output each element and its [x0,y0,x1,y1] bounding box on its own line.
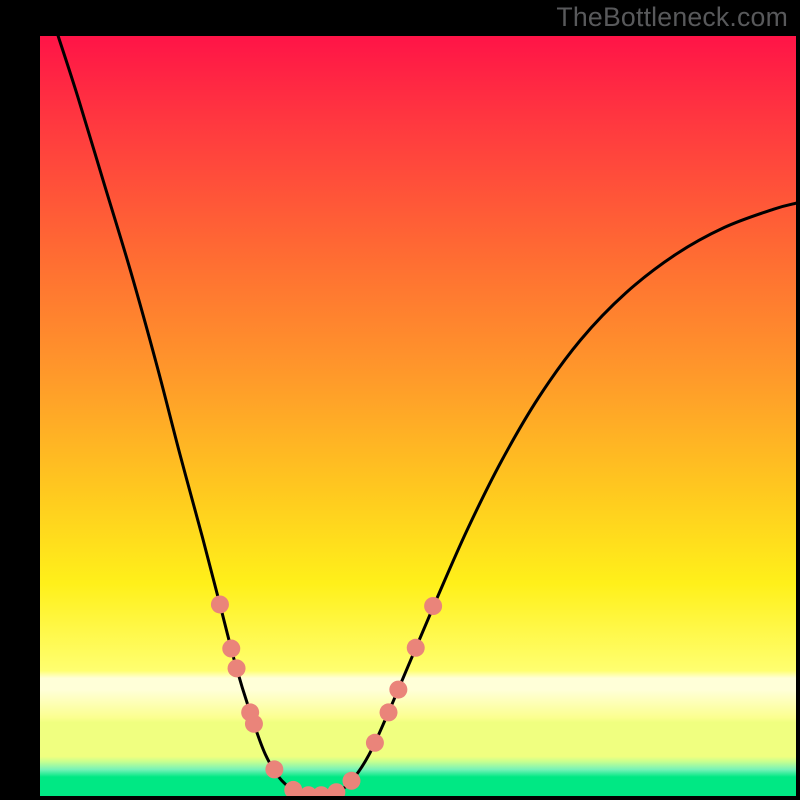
curve-marker [245,715,263,733]
curve-marker [424,597,442,615]
bottleneck-curve-chart [40,36,796,796]
curve-marker [407,639,425,657]
curve-marker [222,640,240,658]
curve-marker [380,703,398,721]
plot-area [40,36,796,796]
gradient-background [40,36,796,796]
chart-frame: TheBottleneck.com [0,0,800,800]
curve-marker [211,595,229,613]
curve-marker [265,760,283,778]
curve-marker [366,734,384,752]
curve-marker [342,772,360,790]
curve-marker [228,659,246,677]
curve-marker [389,681,407,699]
watermark-text: TheBottleneck.com [556,2,788,33]
